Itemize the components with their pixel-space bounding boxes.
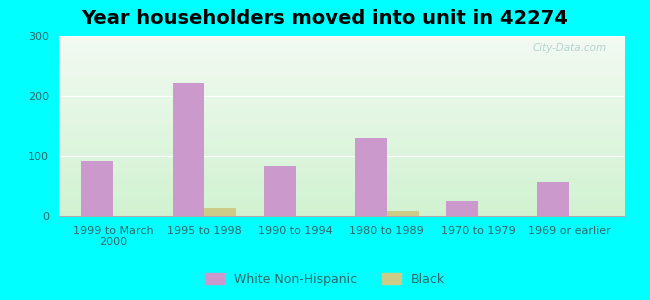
Bar: [538, 182, 569, 216]
Text: Year householders moved into unit in 42274: Year householders moved into unit in 422…: [81, 9, 569, 28]
Legend: White Non-Hispanic, Black: White Non-Hispanic, Black: [200, 268, 450, 291]
Bar: [205, 208, 237, 216]
Bar: [446, 201, 478, 216]
Bar: [355, 138, 387, 216]
Text: City-Data.com: City-Data.com: [533, 43, 607, 53]
Bar: [264, 166, 296, 216]
Bar: [387, 211, 419, 216]
Bar: [172, 83, 205, 216]
Bar: [81, 161, 113, 216]
